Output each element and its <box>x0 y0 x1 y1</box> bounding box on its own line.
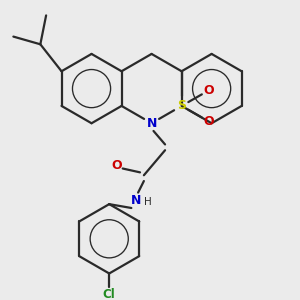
Text: O: O <box>203 84 214 97</box>
Text: N: N <box>146 117 157 130</box>
Text: N: N <box>131 194 141 207</box>
Text: Cl: Cl <box>103 288 116 300</box>
Text: H: H <box>144 197 152 207</box>
Text: O: O <box>203 115 214 128</box>
Text: S: S <box>177 99 186 112</box>
Text: O: O <box>112 159 122 172</box>
